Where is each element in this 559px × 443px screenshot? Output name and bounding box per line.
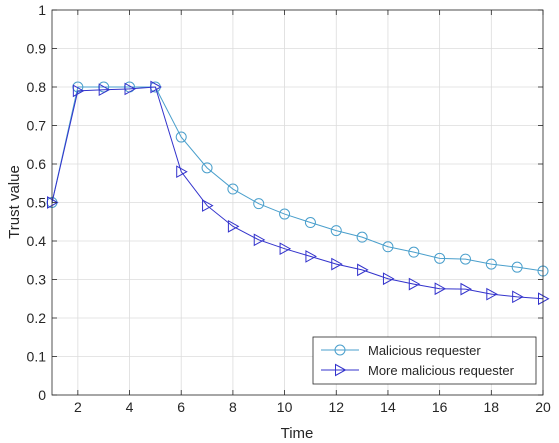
- y-tick-label: 0.8: [27, 79, 47, 95]
- data-point: [538, 292, 550, 306]
- y-tick-label: 0.6: [27, 156, 47, 172]
- y-tick-label: 0.2: [27, 310, 47, 326]
- data-point: [382, 241, 394, 253]
- x-tick-label: 6: [177, 399, 185, 415]
- data-point: [175, 131, 187, 143]
- x-tick-label: 4: [126, 399, 134, 415]
- data-point: [485, 258, 497, 270]
- y-tick-label: 0.5: [27, 195, 47, 211]
- tick-labels: 2 4 6 8 10 12 14 16 18 20 0 0.1 0.2 0.3 0.4 0.5 0.6 0.7 0.…: [27, 2, 551, 415]
- y-tick-label: 0: [38, 387, 46, 403]
- x-tick-label: 18: [484, 399, 500, 415]
- data-point: [408, 277, 421, 291]
- x-tick-label: 14: [380, 399, 396, 415]
- x-tick-label: 2: [74, 399, 82, 415]
- data-point: [201, 162, 213, 174]
- data-point: [331, 257, 343, 271]
- data-point: [459, 253, 471, 265]
- x-tick-label: 10: [277, 399, 293, 415]
- data-point: [382, 272, 395, 286]
- data-point: [72, 84, 85, 98]
- data-point: [511, 261, 523, 273]
- x-tick-label: 8: [229, 399, 237, 415]
- legend-entry: More malicious requester: [321, 363, 515, 378]
- series-line: [51, 86, 544, 272]
- legend-label: More malicious requester: [368, 363, 515, 378]
- legend: Malicious requester More malicious reques…: [312, 336, 537, 385]
- data-point: [176, 165, 188, 179]
- data-point: [357, 263, 369, 277]
- legend-label: Malicious requester: [368, 343, 481, 358]
- y-tick-label: 0.9: [27, 41, 47, 57]
- data-point: [408, 246, 420, 258]
- y-tick-label: 0.1: [27, 349, 47, 365]
- data-point: [227, 220, 240, 233]
- data-point: [305, 250, 317, 263]
- data-point: [304, 217, 316, 229]
- data-point: [512, 290, 524, 304]
- data-point: [486, 287, 498, 301]
- series-1: [46, 81, 549, 277]
- x-tick-label: 20: [535, 399, 551, 415]
- series-2: [47, 80, 550, 306]
- data-point: [124, 82, 137, 96]
- data-point: [330, 225, 342, 237]
- data-point: [434, 282, 447, 296]
- data-point: [279, 242, 292, 256]
- x-tick-label: 12: [328, 399, 344, 415]
- data-point: [98, 83, 111, 97]
- legend-entry: Malicious requester: [321, 343, 481, 358]
- y-axis-label: Trust value: [6, 165, 23, 239]
- data-point: [279, 208, 291, 220]
- legend-box: [312, 336, 537, 385]
- data-point: [434, 252, 446, 264]
- data-point: [47, 196, 59, 209]
- data-point: [202, 199, 214, 212]
- data-point: [460, 282, 473, 296]
- y-tick-label: 1: [38, 2, 46, 18]
- legend-swatch-marker: [334, 344, 346, 356]
- data-point: [150, 80, 162, 94]
- data-point: [227, 183, 239, 195]
- series-layer: [46, 80, 550, 306]
- data-point: [253, 198, 265, 210]
- data-point: [356, 231, 368, 243]
- x-axis-label: Time: [281, 425, 314, 442]
- y-tick-label: 0.4: [27, 233, 47, 249]
- y-tick-label: 0.7: [27, 118, 47, 134]
- x-tick-label: 16: [432, 399, 448, 415]
- tick-marks: [52, 9, 544, 396]
- data-point: [253, 233, 266, 247]
- y-tick-label: 0.3: [27, 272, 47, 288]
- legend-swatch-marker: [335, 363, 347, 377]
